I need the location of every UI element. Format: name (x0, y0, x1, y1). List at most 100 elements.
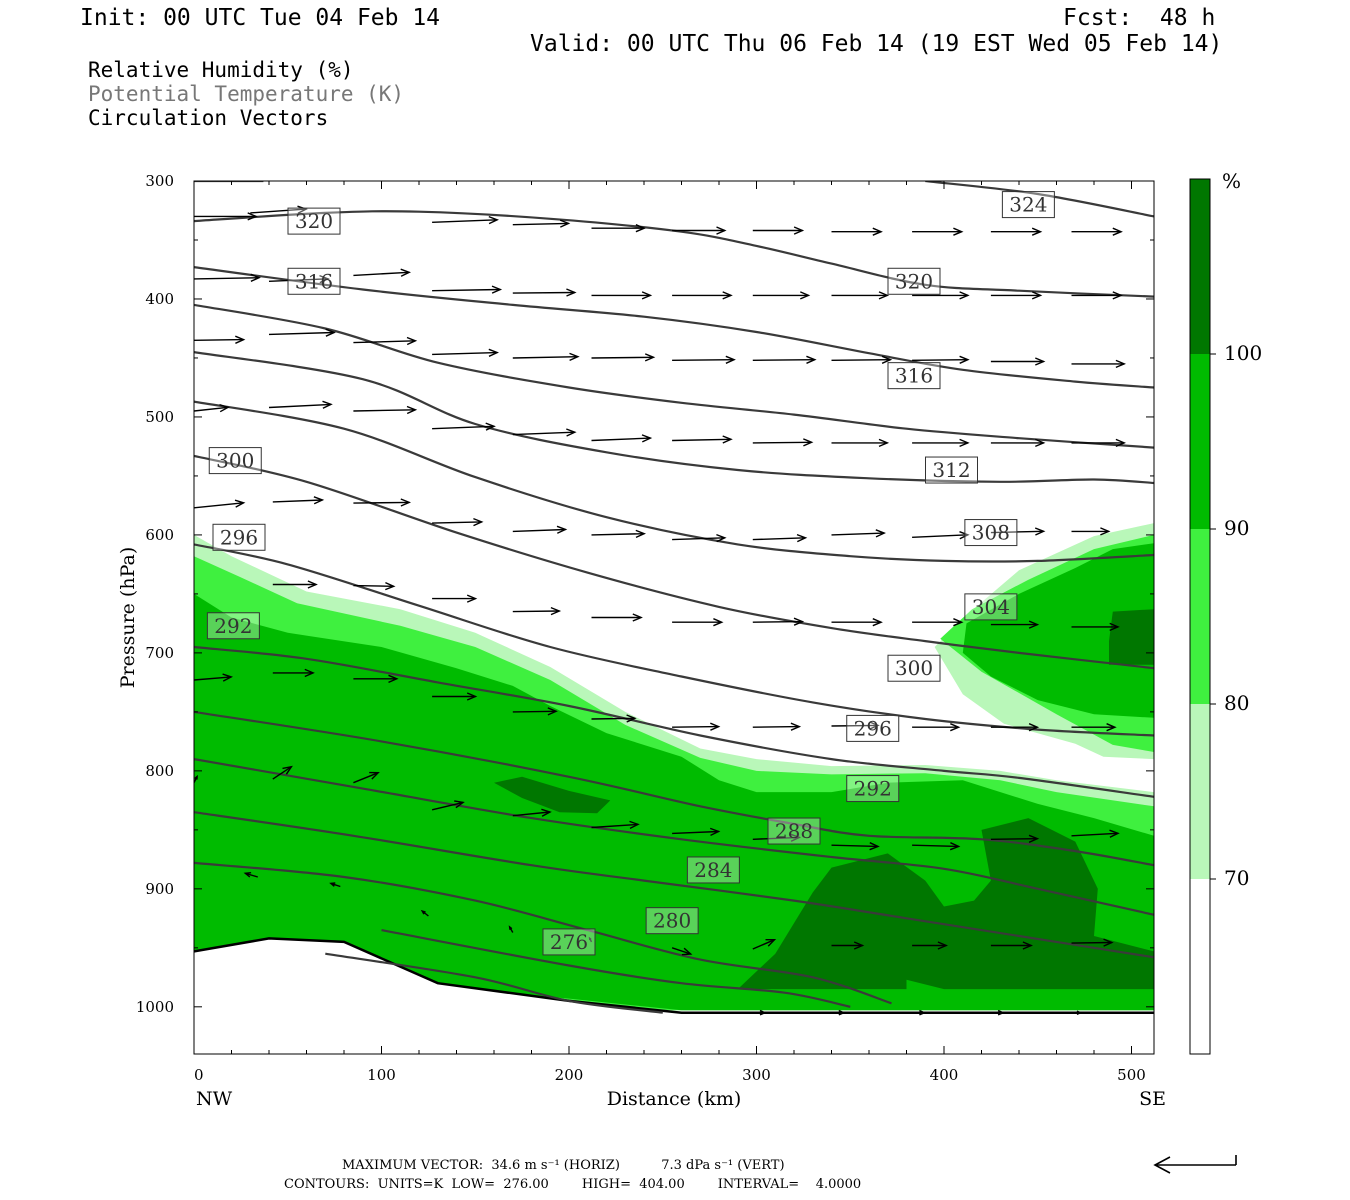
circulation-vector (420, 909, 429, 917)
contour-label-box (846, 775, 900, 803)
circulation-vector (912, 618, 964, 627)
circulation-vector (512, 219, 571, 228)
y-tick-label: 900 (145, 880, 174, 898)
circulation-vector (243, 872, 258, 878)
theta-contour-288 (194, 811, 1154, 959)
circulation-vector (831, 1009, 846, 1016)
contour-label-box (542, 928, 596, 956)
circulation-vector (990, 620, 1040, 629)
circulation-vector (752, 533, 808, 543)
circulation-vector (272, 580, 318, 589)
circulation-vector (912, 842, 961, 851)
circulation-vector (752, 722, 802, 731)
circulation-vector (591, 353, 656, 362)
circulation-vector (752, 1009, 767, 1016)
init-time: Init: 00 UTC Tue 04 Feb 14 (80, 5, 441, 31)
contour-label: 296 (220, 525, 258, 549)
contour-label-box (206, 612, 260, 640)
y-tick-label: 800 (145, 762, 174, 780)
circulation-vector (194, 404, 230, 413)
forecast-hour: Fcst: 48 h (1063, 5, 1216, 31)
x-tick-label: 500 (1117, 1066, 1146, 1084)
circulation-vector (831, 438, 890, 448)
circulation-vector (512, 525, 568, 534)
circulation-vector (831, 355, 893, 364)
circulation-vector (353, 581, 396, 591)
circulation-vector (912, 941, 949, 950)
field-rh-label: Relative Humidity (%) (88, 58, 354, 82)
circulation-vector (591, 434, 653, 443)
circulation-vector (591, 820, 640, 830)
rh-region-90-100 (962, 543, 1154, 718)
contour-label-box (846, 714, 900, 742)
circulation-vector (672, 722, 721, 731)
contour-label: 300 (216, 449, 254, 473)
contour-info: CONTOURS: UNITS=K LOW= 276.00 HIGH= 404.… (284, 1177, 862, 1192)
contour-label-box (964, 593, 1018, 621)
circulation-vector (1071, 291, 1123, 300)
circulation-vector (591, 714, 637, 723)
contour-label: 276 (550, 930, 588, 954)
circulation-vector (512, 808, 552, 817)
circulation-vector (432, 517, 484, 527)
circulation-vector (194, 774, 198, 784)
circulation-vector (912, 723, 961, 732)
circulation-vector (512, 288, 577, 297)
circulation-vector (831, 618, 883, 627)
circulation-vector (831, 529, 886, 538)
colorbar-segment (1190, 529, 1210, 704)
theta-contour-280 (381, 929, 851, 1008)
circulation-vector (752, 617, 805, 626)
theta-contour-324 (194, 266, 1154, 389)
circulation-vector (512, 428, 577, 437)
contour-label-box (887, 654, 941, 682)
colorbar-segment (1190, 354, 1210, 529)
contour-label-box (964, 519, 1018, 547)
theta-contour-304 (194, 543, 1154, 737)
x-tick-label: 200 (555, 1066, 584, 1084)
circulation-vector (432, 215, 499, 225)
contour-label: 308 (972, 521, 1010, 545)
circulation-vector (990, 438, 1046, 448)
circulation-vector (672, 226, 727, 235)
circulation-vector (432, 594, 478, 603)
contour-label-box (686, 856, 740, 884)
contour-label: 300 (895, 656, 933, 680)
y-tick-label: 300 (145, 172, 174, 190)
x-tick-label: 0 (194, 1066, 204, 1084)
contour-label-box (212, 523, 266, 551)
contour-label-box (887, 362, 941, 390)
contour-label-box (767, 817, 821, 845)
circulation-vector (512, 352, 580, 362)
y-tick-label: 700 (145, 644, 174, 662)
theta-contour-284 (194, 861, 892, 1005)
contour-label-box (208, 447, 262, 475)
circulation-vector (268, 274, 330, 284)
terrain-mask (194, 938, 1154, 1054)
circulation-vector (591, 529, 647, 539)
theta-contour-312 (194, 400, 1154, 563)
rh-region-100+ (494, 776, 611, 814)
circulation-vector (268, 328, 336, 337)
circulation-vector (272, 765, 293, 780)
circulation-vector (1071, 359, 1127, 369)
circulation-vector (672, 291, 733, 300)
circulation-vector (912, 1009, 927, 1016)
theta-contour-320 (194, 303, 1154, 449)
circulation-vector (329, 882, 341, 888)
circulation-vector (1071, 227, 1123, 236)
circulation-vector (990, 723, 1040, 732)
contour-label: 316 (295, 269, 333, 293)
reference-vector (1153, 1155, 1237, 1174)
circulation-vector (432, 348, 500, 357)
x-end-label-left: NW (196, 1088, 233, 1110)
y-tick-label: 400 (145, 290, 174, 308)
contour-label: 292 (214, 614, 252, 638)
circulation-vector (512, 707, 558, 716)
circulation-vector (671, 947, 693, 956)
theta-contour-296 (194, 710, 1154, 867)
circulation-vector (353, 336, 418, 346)
colorbar-segment (1190, 879, 1210, 1054)
circulation-vector (353, 268, 411, 277)
